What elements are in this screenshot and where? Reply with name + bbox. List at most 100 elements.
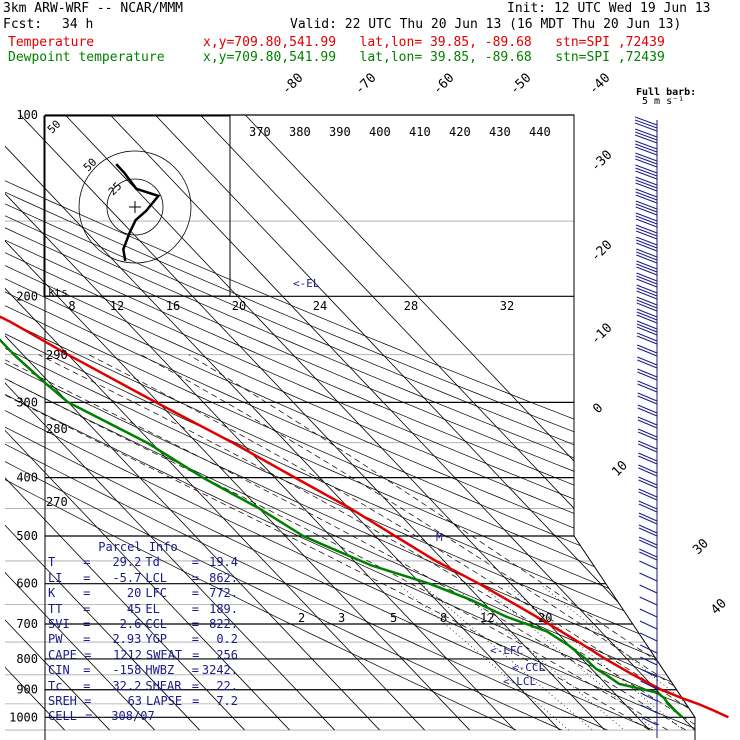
isotherm <box>110 115 695 731</box>
parcel-value: 22. <box>216 678 238 693</box>
level-marker: <-LFC <box>490 644 523 657</box>
wind-barb <box>638 524 658 534</box>
dewpoint-legend: Dewpoint temperature <box>8 50 165 65</box>
wind-barb <box>635 176 658 186</box>
mixing-ratio-label: 8 <box>440 611 447 625</box>
theta-label: 440 <box>529 125 551 139</box>
wind-barb <box>635 170 658 180</box>
wind-barb <box>639 560 658 570</box>
parcel-value: 1212 <box>113 647 143 662</box>
isotherm-label: 10 <box>609 458 631 480</box>
wind-barb <box>639 551 658 561</box>
wind-barb <box>635 203 658 213</box>
dry-adiabat <box>5 115 695 731</box>
parcel-label: Tc <box>48 678 63 693</box>
wind-barb <box>636 326 658 336</box>
wind-barb <box>636 275 658 285</box>
parcel-label: CCL <box>145 617 168 632</box>
wind-barb <box>637 395 658 405</box>
wind-barb <box>636 263 658 273</box>
wind-barb <box>637 392 658 402</box>
pressure-tick-label: 300 <box>16 395 38 409</box>
parcel-label: LCL <box>145 570 168 585</box>
wind-barb <box>637 344 658 354</box>
wind-barb <box>635 152 658 162</box>
parcel-info-title: Parcel Info <box>98 540 178 554</box>
wind-barb <box>638 503 658 513</box>
wind-barb <box>636 302 658 312</box>
theta-label: 390 <box>329 125 351 139</box>
hodograph-frame <box>43 115 231 297</box>
isotherm-label: -40 <box>586 71 613 98</box>
wind-barb <box>639 548 658 558</box>
wind-barb <box>639 632 658 642</box>
wind-barb <box>639 644 658 654</box>
parcel-value: 822. <box>209 617 238 632</box>
wind-barb <box>636 296 658 306</box>
parcel-value: 862. <box>209 570 238 585</box>
hodograph-axis-label: 8 <box>68 299 75 313</box>
forecast-label: Fcst: <box>3 17 43 32</box>
dry-adiabat <box>5 115 695 731</box>
equals-sign: = <box>75 555 91 570</box>
wind-barb <box>635 191 658 201</box>
moist-adiabat <box>188 354 695 731</box>
level-marker: <-LCL <box>503 675 536 688</box>
wind-barb <box>635 224 658 234</box>
wind-barb <box>636 314 658 324</box>
parcel-label: HWBZ <box>145 663 175 678</box>
wind-barb <box>636 290 658 300</box>
dry-adiabat <box>5 115 695 731</box>
forecast-hour: 34 h <box>62 17 94 32</box>
parcel-label: TT <box>48 601 63 616</box>
wind-barb <box>640 692 658 702</box>
mixing-ratio-label: 3 <box>338 611 345 625</box>
wind-barb <box>638 476 658 486</box>
wind-barb <box>636 242 658 252</box>
wind-barb <box>636 239 658 249</box>
theta-label: 420 <box>449 125 471 139</box>
wind-barb <box>636 323 658 333</box>
hodograph-ring-50 <box>78 150 192 264</box>
mixing-ratio-line <box>420 583 594 731</box>
dry-adiabat <box>5 115 654 731</box>
isotherm-label: -70 <box>352 71 379 98</box>
wind-barb <box>637 368 658 378</box>
wind-barb <box>637 359 658 369</box>
parcel-value: 7.2 <box>216 694 238 709</box>
wind-barb <box>637 347 658 357</box>
wind-barb <box>639 620 658 630</box>
mixing-ratio-label: 20 <box>538 611 552 625</box>
wind-barb <box>638 464 658 474</box>
equals-sign: = <box>192 647 200 662</box>
wind-barb <box>635 140 658 150</box>
dewpoint-trace <box>0 338 684 719</box>
dry-adiabat <box>5 115 695 731</box>
theta-label: 430 <box>489 125 511 139</box>
equals-sign: = <box>75 663 91 678</box>
pressure-tick-label: 1000 <box>9 710 38 724</box>
hodograph-axis-label: 16 <box>166 299 180 313</box>
theta-label: 410 <box>409 125 431 139</box>
isotherm <box>5 115 245 731</box>
wind-barb <box>636 299 658 309</box>
wind-barb <box>635 194 658 204</box>
mixing-ratio-label: 5 <box>390 611 397 625</box>
moist-adiabat <box>5 354 650 731</box>
wind-barb <box>636 278 658 288</box>
hodograph-axis-label: 20 <box>232 299 246 313</box>
dry-adiabat <box>5 115 695 731</box>
wind-barb <box>635 206 658 216</box>
dewpoint-location: x,y=709.80,541.99 lat,lon= 39.85, -89.68… <box>203 50 665 65</box>
wind-barb <box>640 716 658 726</box>
mixing-ratio-line <box>505 583 684 731</box>
wind-barb <box>638 452 658 462</box>
isotherm-label: -60 <box>430 71 457 98</box>
equals-sign: = <box>75 678 91 693</box>
wind-barb <box>635 143 658 153</box>
equals-sign: = <box>76 694 92 709</box>
wind-barb <box>639 596 658 606</box>
pressure-tick-label: 500 <box>16 529 38 543</box>
wind-barb <box>639 608 658 618</box>
